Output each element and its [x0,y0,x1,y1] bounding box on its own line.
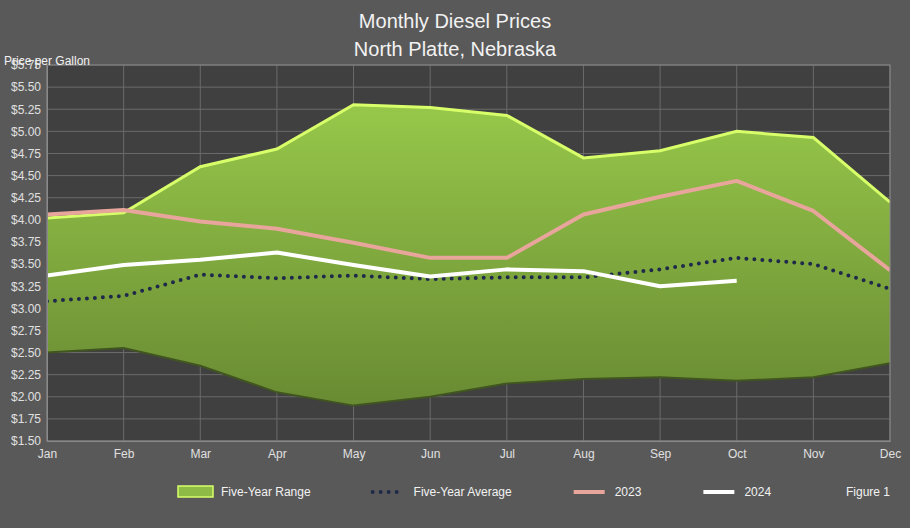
y-tick-label: $2.50 [11,346,41,360]
chart-title: Monthly Diesel Prices [359,10,551,32]
y-tick-label: $3.00 [11,302,41,316]
y-grid-line [47,396,890,397]
x-tick: May [343,441,366,461]
legend-item: Five-Year Average [373,485,512,499]
y-tick: $2.50 [11,346,47,360]
x-tick-label: Apr [268,447,287,461]
y-tick-label: $3.50 [11,257,41,271]
plot-frame [47,65,890,441]
legend-label: 2024 [744,485,771,499]
y-axis: $1.50 $1.75 $2.00 $2.25 $2.50 $2.75 $3.00 $3.25… [11,58,48,448]
y-tick-label: $1.75 [11,412,41,426]
x-tick: Apr [268,441,287,461]
legend-label: 2023 [615,485,642,499]
chart-svg: $1.50 $1.75 $2.00 $2.25 $2.50 $2.75 $3.00 $3.25… [0,0,910,528]
y-tick-label: $3.25 [11,280,41,294]
y-tick: $1.75 [11,412,47,426]
x-tick-label: Oct [728,447,747,461]
y-grid-line [47,87,890,88]
legend-label: Five-Year Range [221,485,311,499]
legend-item: Five-Year Range [178,485,311,499]
y-tick-label: $4.25 [11,191,41,205]
x-tick: Oct [728,441,747,461]
legend-swatch [703,490,734,494]
y-grid-line [47,418,890,419]
y-tick: $2.75 [11,324,47,338]
data-layer [47,105,890,406]
y-tick-label: $4.75 [11,147,41,161]
y-tick: $3.25 [11,280,47,294]
y-tick-label: $4.00 [11,213,41,227]
y-tick-label: $5.50 [11,80,41,94]
legend-swatch [574,490,605,494]
legend: Five-Year Range Five-Year Average 2023 2024 [178,485,771,499]
x-tick-label: May [343,447,366,461]
x-tick: Mar [190,441,211,461]
x-axis: Jan Feb Mar Apr May Jun Jul Aug Sep Oct Nov Dec [38,441,901,461]
x-tick-label: Jun [421,447,440,461]
y-tick: $4.25 [11,191,47,205]
y-tick-label: $2.00 [11,390,41,404]
y-tick-label: $2.25 [11,368,41,382]
x-tick: Jul [500,441,515,461]
y-tick-label: $4.50 [11,169,41,183]
legend-item: 2023 [574,485,642,499]
legend-swatch [373,490,404,494]
grid [47,65,890,441]
y-tick: $5.50 [11,80,47,94]
plot-area [47,65,890,441]
x-tick-label: Jul [500,447,515,461]
x-tick-label: Mar [190,447,211,461]
x-tick: Dec [880,441,901,461]
chart-subtitle: North Platte, Nebraska [354,38,557,60]
x-tick: Nov [803,441,824,461]
y-tick: $3.75 [11,235,47,249]
y-tick: $2.25 [11,368,47,382]
series-line [47,258,890,301]
y-tick: $4.50 [11,169,47,183]
y-tick: $3.50 [11,257,47,271]
y-tick: $3.00 [11,302,47,316]
y-tick: $4.75 [11,147,47,161]
range-lower-edge [47,348,890,406]
legend-item: 2024 [703,485,771,499]
legend-label: Five-Year Average [414,485,512,499]
x-tick-label: Aug [573,447,594,461]
legend-swatch [178,486,213,497]
y-axis-title: Price per Gallon [4,54,90,68]
x-tick-label: Feb [114,447,135,461]
y-tick-label: $1.50 [11,434,41,448]
x-tick-label: Dec [880,447,901,461]
y-tick: $2.00 [11,390,47,404]
y-tick-label: $3.75 [11,235,41,249]
y-tick: $4.00 [11,213,47,227]
y-tick-label: $5.25 [11,103,41,117]
range-upper-edge [47,105,890,218]
y-tick-label: $2.75 [11,324,41,338]
x-tick: Feb [114,441,135,461]
x-tick-label: Nov [803,447,824,461]
y-tick: $5.25 [11,103,47,117]
background [0,0,910,528]
x-tick-label: Jan [38,447,57,461]
x-tick: Sep [650,441,672,461]
range-area [47,105,890,406]
series-line [47,181,890,270]
y-tick: $5.00 [11,125,47,139]
x-tick: Aug [573,441,594,461]
y-grid-line [47,109,890,110]
x-tick: Jan [38,441,57,461]
annotation: Figure 1 [846,485,890,499]
y-tick-label: $5.00 [11,125,41,139]
x-tick: Jun [421,441,440,461]
series-line [47,253,737,287]
x-tick-label: Sep [650,447,672,461]
